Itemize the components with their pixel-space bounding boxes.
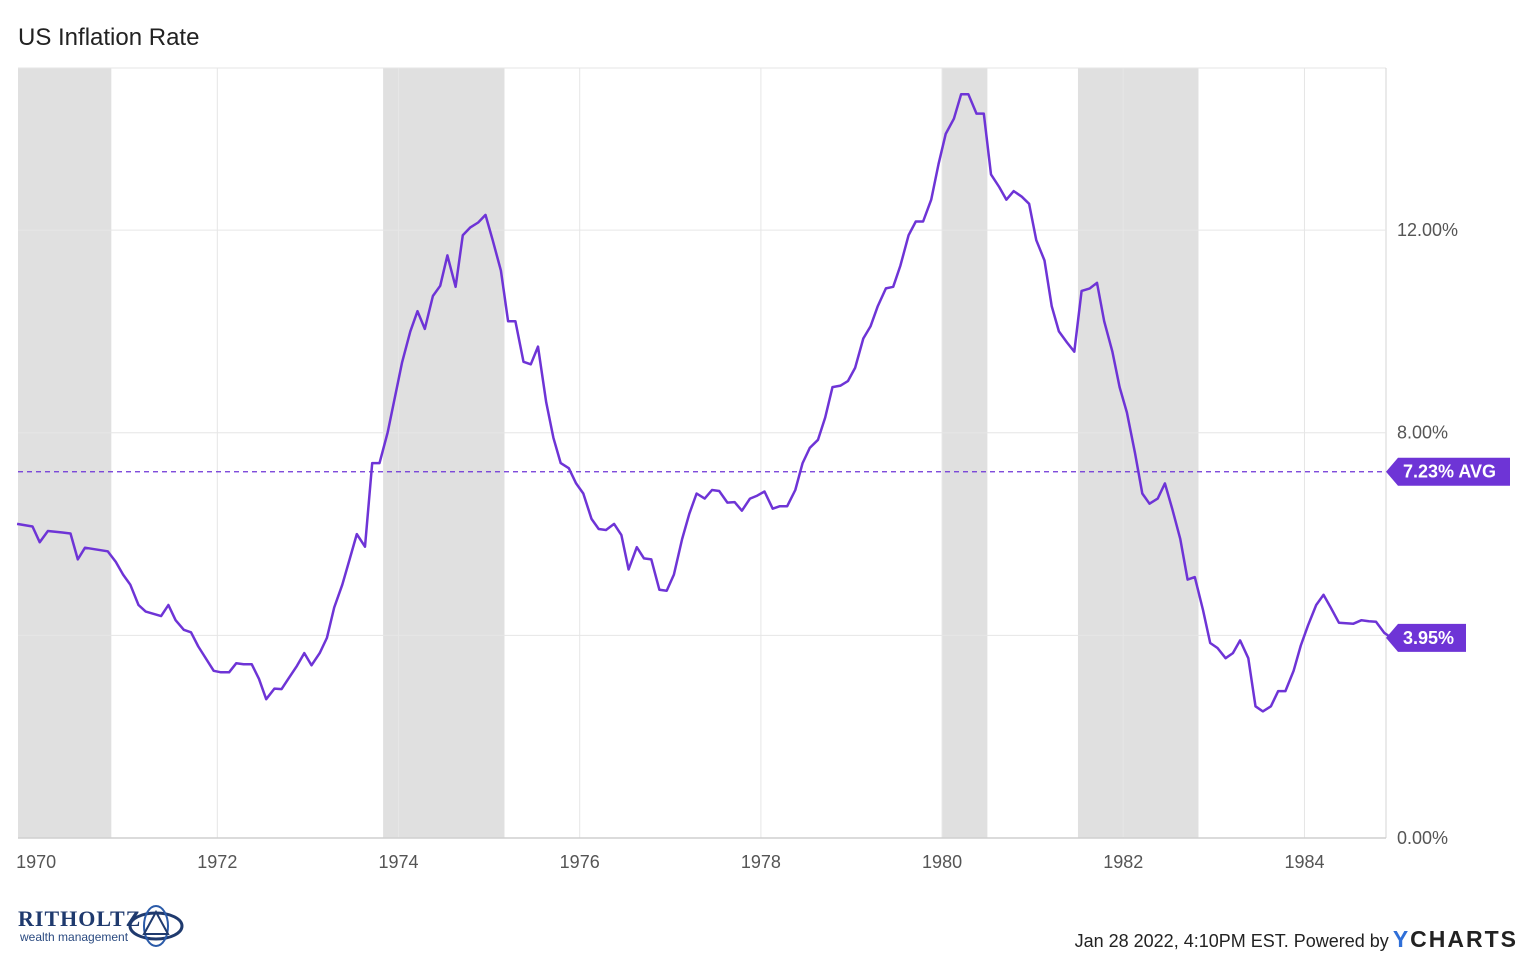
y-tick-label: 8.00% [1397, 423, 1448, 443]
last-value-flag-bg [1386, 623, 1466, 652]
series-group [16, 93, 1393, 713]
value-flags: 7.23% AVG 3.95% [1386, 457, 1510, 652]
x-tick-label: 1978 [741, 852, 781, 872]
recession-band [1077, 68, 1199, 838]
average-flag-text: 7.23% AVG [1403, 462, 1496, 482]
inflation-series-line [16, 93, 1393, 713]
footer-credit: Jan 28 2022, 4:10PM EST. Powered by YCHAR… [1075, 926, 1518, 953]
ycharts-logo-text: CHARTS [1410, 926, 1518, 952]
x-tick-label: 1972 [197, 852, 237, 872]
y-tick-label: 0.00% [1397, 828, 1448, 848]
y-axis-ticks: 0.00%4.00%8.00%12.00% [1397, 220, 1458, 848]
ritholtz-logo: RITHOLTZ wealth management [18, 902, 193, 952]
x-axis-ticks: 1970 1972 1974 1976 1978 1980 1982 1984 [16, 852, 1324, 872]
ycharts-logo-y: Y [1392, 926, 1411, 952]
x-tick-label: 1982 [1103, 852, 1143, 872]
x-tick-label: 1984 [1284, 852, 1324, 872]
logo-name: RITHOLTZ [18, 906, 142, 931]
x-tick-label: 1970 [16, 852, 56, 872]
logo-emblem-icon [128, 905, 184, 947]
x-tick-label: 1974 [378, 852, 418, 872]
logo-subtitle: wealth management [20, 930, 129, 944]
recession-band [18, 68, 112, 838]
recession-bands [18, 68, 1199, 838]
average-flag-bg [1386, 457, 1510, 486]
x-tick-label: 1980 [922, 852, 962, 872]
recession-band [942, 68, 988, 838]
credit-text: Jan 28 2022, 4:10PM EST. Powered by [1074, 931, 1389, 951]
gridlines [18, 67, 1387, 839]
last-value-flag-text: 3.95% [1403, 628, 1454, 648]
y-tick-label: 12.00% [1397, 220, 1458, 240]
x-tick-label: 1976 [560, 852, 600, 872]
recession-band [383, 68, 505, 838]
chart-title: US Inflation Rate [18, 24, 200, 51]
ycharts-logo: YCHARTS [1393, 926, 1518, 952]
